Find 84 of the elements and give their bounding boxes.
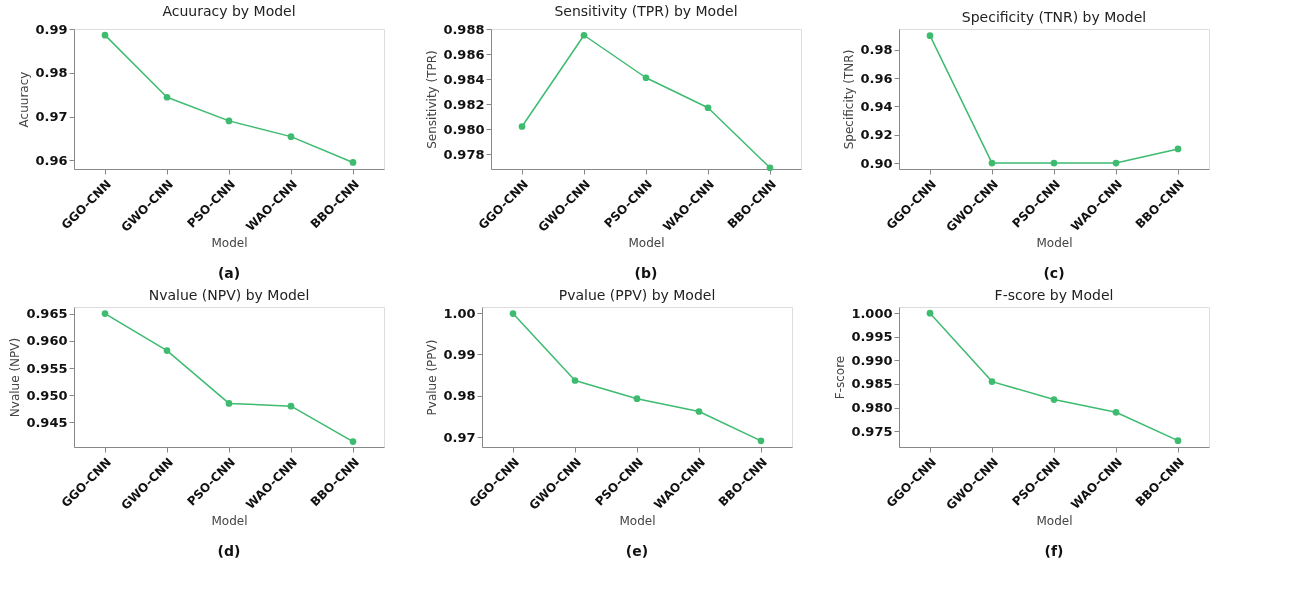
text: (c) [1043,265,1065,281]
chart-title: Nvalue (NPV) by Model [148,287,310,303]
point [225,117,233,125]
y-tick-label: 0.96 [35,152,68,168]
text: (b) [634,265,658,281]
y-tick-label: 0.955 [26,360,68,376]
chart-title: Specificity (TNR) by Model [961,9,1147,25]
point [1174,145,1182,153]
y-tick-label: 0.995 [851,329,893,345]
y-tick-label: 0.975 [851,423,893,439]
y-tick-label: 0.985 [851,376,893,392]
y-tick-label: 0.92 [860,127,893,143]
point [757,437,765,445]
x-axis-title: Model [1036,235,1073,250]
x-axis-title: Model [211,513,248,528]
point [695,408,703,415]
point [571,377,579,384]
point [988,159,996,167]
chart-title: Acuuracy by Model [162,3,296,19]
y-tick-label: 0.98 [443,388,476,404]
y-tick-label: 0.97 [35,109,68,124]
y-axis-title: Sensitivity (TPR) [425,50,440,149]
y-tick-label: 0.960 [26,333,68,349]
point [518,123,526,130]
point [633,395,641,403]
point [225,400,233,407]
point [1112,408,1120,416]
y-tick-label: 1.000 [851,305,893,321]
point [580,31,588,39]
text: (f) [1044,543,1064,559]
y-tick-label: 0.980 [443,121,485,137]
chart-title: Sensitivity (TPR) by Model [554,3,738,19]
point [287,402,295,410]
y-tick-label: 0.96 [860,70,893,86]
y-tick-label: 0.982 [443,96,485,112]
y-tick-label: 0.90 [860,155,893,171]
point [1112,159,1120,167]
y-tick-label: 0.984 [443,71,485,87]
y-tick-label: 0.98 [860,42,893,58]
y-tick-label: 0.94 [860,98,893,114]
point [704,104,712,112]
point [926,32,934,39]
chart-title: Pvalue (PPV) by Model [558,287,716,303]
y-tick-label: 0.978 [443,146,485,162]
x-axis-title: Model [619,513,656,528]
y-tick-label: 0.986 [443,46,485,62]
point [642,74,650,82]
y-tick-label: 0.99 [35,21,68,37]
y-tick-label: 0.965 [26,306,68,322]
point [349,438,357,445]
y-tick-label: 1.00 [443,305,476,321]
point [509,310,517,317]
y-tick-label: 0.99 [443,346,476,362]
chart-title: F-score by Model [994,287,1114,303]
point [926,309,934,317]
y-tick-label: 0.990 [851,352,893,368]
y-tick-label: 0.980 [851,400,893,416]
x-axis-title: Model [628,235,665,250]
point [766,164,774,172]
x-axis-title: Model [1036,513,1073,528]
x-axis-title: Model [211,235,248,250]
point [101,310,109,317]
point [1050,159,1058,167]
point [287,133,295,140]
y-axis-title: Pvalue (PPV) [425,339,440,416]
point [163,93,171,101]
text: (d) [217,543,241,559]
y-axis-title: Nvalue (NPV) [8,337,23,418]
point [101,31,109,39]
point [349,159,357,166]
y-tick-label: 0.98 [35,65,68,81]
y-axis-title: Specificity (TNR) [842,49,857,150]
y-tick-label: 0.988 [443,21,485,37]
y-axis-title: Acuuracy [17,71,32,128]
y-tick-label: 0.97 [443,429,476,445]
point [1174,437,1182,444]
point [988,378,996,385]
y-tick-label: 0.950 [26,387,68,403]
y-tick-label: 0.945 [26,414,68,430]
text: (a) [217,265,241,281]
y-axis-title: F-score [833,355,848,400]
point [1050,396,1058,403]
text: (e) [625,543,649,559]
point [163,347,171,354]
